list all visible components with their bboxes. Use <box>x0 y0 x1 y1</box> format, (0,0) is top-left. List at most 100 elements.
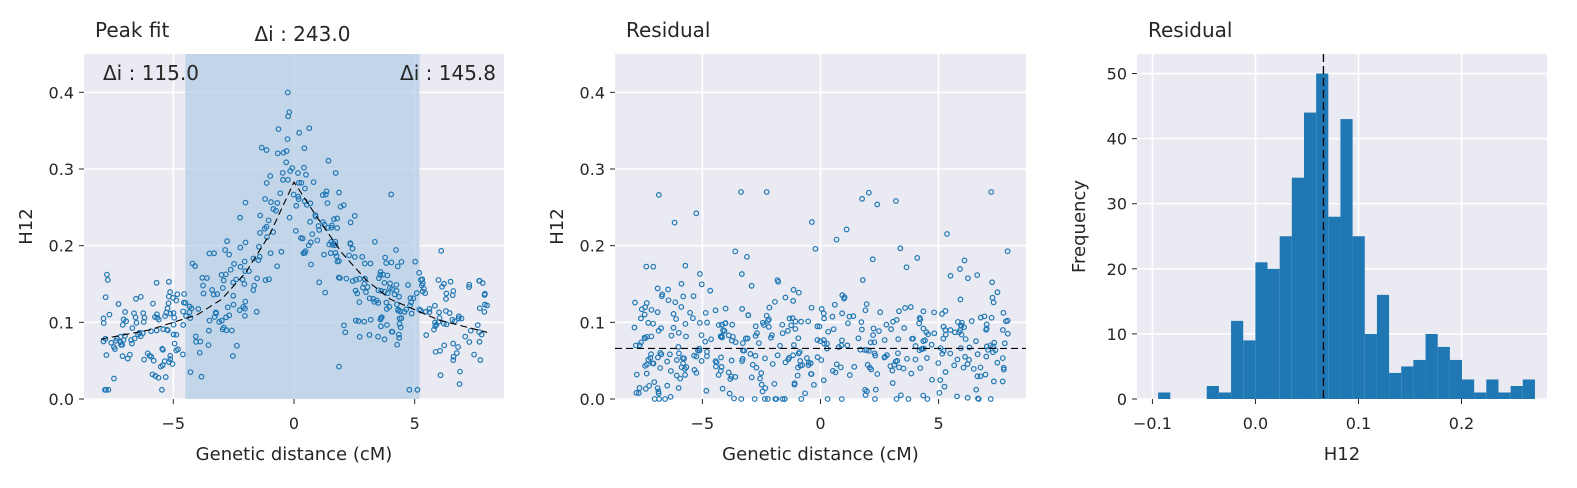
data-point <box>790 352 796 359</box>
data-point <box>817 338 824 345</box>
data-point <box>321 221 328 228</box>
data-point <box>266 276 272 283</box>
data-point <box>928 341 935 348</box>
data-point <box>349 245 356 252</box>
data-point <box>336 189 342 196</box>
data-point <box>106 311 113 318</box>
data-point <box>149 371 156 378</box>
data-point <box>837 364 844 371</box>
data-point <box>960 364 967 371</box>
data-point <box>349 278 356 284</box>
data-point <box>155 316 162 323</box>
y-axis-label: Frequency <box>1069 180 1090 273</box>
data-point <box>180 322 187 328</box>
data-point <box>690 293 697 300</box>
data-point <box>858 326 865 333</box>
histogram-bar <box>1218 392 1232 399</box>
data-point <box>312 212 319 219</box>
data-point <box>983 353 990 360</box>
data-point <box>790 342 797 348</box>
data-point <box>1004 330 1011 337</box>
data-point <box>362 275 368 282</box>
data-point <box>999 378 1006 385</box>
data-point <box>779 330 786 337</box>
data-point <box>824 396 831 402</box>
data-point <box>200 282 206 289</box>
data-point <box>303 171 309 178</box>
data-point <box>173 331 180 338</box>
data-point <box>920 325 927 332</box>
data-point <box>164 326 170 333</box>
data-point <box>791 380 798 387</box>
data-point <box>153 279 160 286</box>
data-point <box>654 385 661 391</box>
data-point <box>186 303 193 310</box>
histogram-bar <box>1158 392 1171 399</box>
data-point <box>820 310 827 317</box>
data-point <box>765 324 772 330</box>
data-point <box>914 255 921 261</box>
data-point <box>851 363 858 370</box>
data-point <box>839 310 846 317</box>
data-point <box>322 289 329 296</box>
data-point <box>751 396 758 402</box>
data-point <box>136 329 143 336</box>
data-point <box>651 396 658 402</box>
data-point <box>682 262 689 269</box>
data-point <box>964 361 971 367</box>
data-point <box>1000 366 1007 373</box>
data-point <box>466 339 473 345</box>
data-point <box>999 355 1006 362</box>
data-point <box>739 306 746 312</box>
data-point <box>396 331 402 338</box>
data-point <box>301 249 308 256</box>
data-point <box>308 261 314 268</box>
data-point <box>451 318 458 325</box>
data-point <box>728 357 735 364</box>
data-point <box>872 396 878 402</box>
data-point <box>167 289 174 295</box>
histogram-bar <box>1413 359 1426 399</box>
data-point <box>219 326 226 333</box>
data-point <box>195 306 202 312</box>
data-point <box>160 326 167 333</box>
annotation-delta-left: Δi : 115.0 <box>103 61 199 85</box>
data-point <box>257 229 263 236</box>
data-point <box>910 335 916 342</box>
data-point <box>179 351 186 358</box>
data-point <box>966 344 973 351</box>
data-point <box>720 327 726 334</box>
data-point <box>871 350 878 357</box>
histogram-bar <box>1243 340 1256 399</box>
data-point <box>378 287 385 294</box>
data-point <box>667 393 674 400</box>
data-point <box>383 260 390 267</box>
data-point <box>678 304 685 310</box>
data-point <box>230 292 237 299</box>
data-point <box>262 196 269 202</box>
data-point <box>920 392 927 399</box>
data-point <box>766 304 773 311</box>
data-point <box>702 309 709 316</box>
data-point <box>336 275 343 281</box>
data-point <box>748 282 755 289</box>
fit-line <box>100 180 488 340</box>
histogram-bar <box>1522 379 1535 399</box>
histogram-bar <box>1206 385 1219 399</box>
data-point <box>697 271 703 277</box>
data-point <box>655 192 662 198</box>
data-point <box>814 337 821 343</box>
data-point <box>305 242 312 249</box>
data-point <box>148 328 154 335</box>
data-point <box>895 336 902 343</box>
data-point <box>170 321 177 328</box>
data-point <box>115 301 122 307</box>
data-point <box>479 280 486 286</box>
data-point <box>388 191 395 198</box>
data-point <box>384 290 391 297</box>
data-point <box>850 313 857 320</box>
data-point <box>226 251 233 258</box>
data-point <box>633 371 640 378</box>
data-point <box>286 109 293 116</box>
data-point <box>211 314 218 320</box>
